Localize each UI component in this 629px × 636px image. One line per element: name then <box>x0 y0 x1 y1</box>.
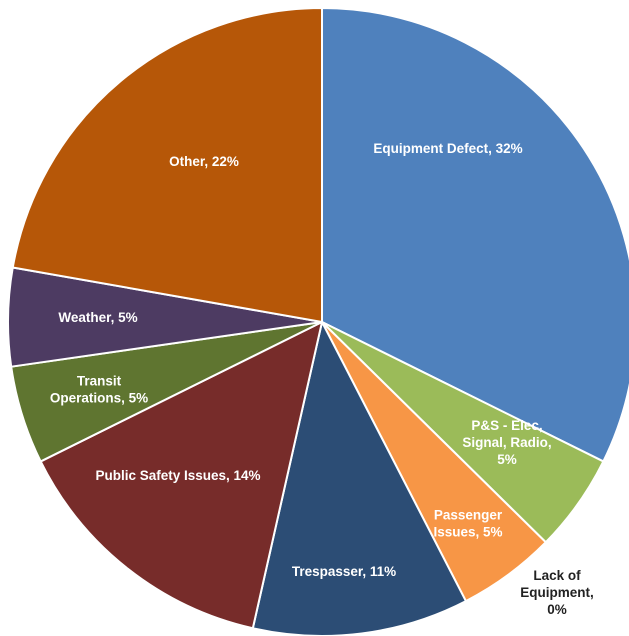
pie-labels: Equipment Defect, 32% P&S - Elec, Signal, … <box>50 141 594 617</box>
pie-label-trespasser: Trespasser, 11% <box>292 564 396 579</box>
pie-label-equipment-defect: Equipment Defect, 32% <box>373 141 522 156</box>
pie-label-pands-elec-signal-radio: P&S - Elec, Signal, Radio, 5% <box>462 418 551 467</box>
pie-label-transit-operations: Transit Operations, 5% <box>50 374 148 406</box>
pie-label-other: Other, 22% <box>169 154 239 169</box>
pie-slice-equipment-defect <box>321 7 629 463</box>
pie-label-weather: Weather, 5% <box>58 310 137 325</box>
pie-label-lack-of-equipment: Lack of Equipment, 0% <box>520 568 594 617</box>
pie-slice-public-safety-issues <box>39 321 323 630</box>
pie-slices <box>7 7 629 636</box>
pie-label-public-safety-issues: Public Safety Issues, 14% <box>95 468 260 483</box>
pie-label-passenger-issues: Passenger Issues, 5% <box>433 508 502 540</box>
pie-slice-trespasser <box>251 321 467 636</box>
pie-slice-other <box>11 7 323 323</box>
